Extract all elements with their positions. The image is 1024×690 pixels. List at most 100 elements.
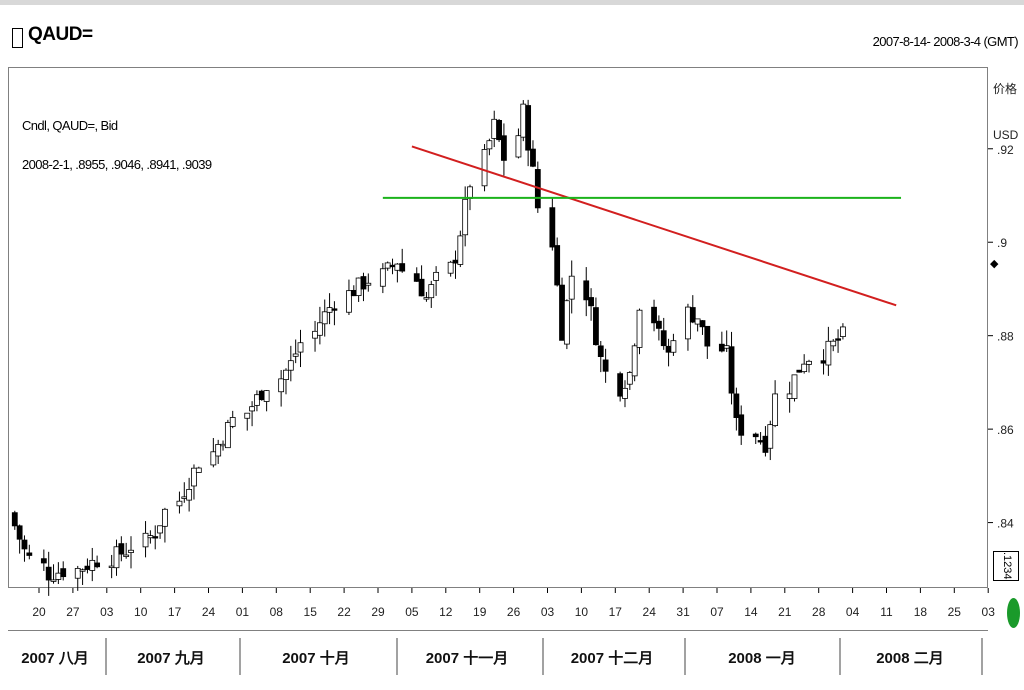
x-tick-label: 10 — [575, 605, 589, 619]
candle-body — [767, 424, 774, 449]
candle-body — [622, 387, 628, 399]
candle-body — [496, 119, 502, 141]
candle-body — [660, 330, 667, 347]
candle-body — [215, 444, 222, 457]
candle-body — [597, 345, 604, 358]
candle-body — [389, 264, 396, 268]
candle-body — [830, 340, 837, 347]
currency-label: USD — [993, 128, 1019, 142]
candle-body — [457, 235, 464, 265]
candle-body — [316, 322, 323, 336]
candle-body — [258, 390, 265, 401]
x-tick-label: 28 — [812, 605, 826, 619]
candle-body — [360, 276, 367, 290]
x-tick-label: 03 — [541, 605, 555, 619]
candle-body — [563, 300, 570, 345]
candle-body — [16, 525, 23, 540]
candle-body — [626, 372, 633, 385]
candle-body — [195, 467, 202, 473]
x-tick-label: 04 — [846, 605, 860, 619]
candle-body — [462, 198, 469, 236]
candle-body — [491, 118, 498, 139]
candle-body — [331, 308, 338, 311]
candle-body — [365, 282, 372, 286]
candle-body — [224, 422, 231, 449]
series-legend: Cndl, QAUD=, Bid — [22, 118, 118, 133]
candle-body — [636, 309, 643, 348]
candle-body — [447, 261, 454, 274]
last-candle-values: 2008-2-1, .8955, .9046, .8941, .9039 — [22, 157, 212, 172]
price-axis-title: 价格 — [993, 82, 1018, 96]
candle-body — [554, 245, 561, 286]
candle-body — [685, 306, 691, 340]
last-price-tag: .1234 — [993, 551, 1019, 581]
candle-body — [21, 539, 28, 550]
candle-body — [525, 105, 532, 151]
plot-area[interactable] — [8, 67, 988, 588]
candle-body — [515, 135, 522, 158]
candle-body — [568, 275, 575, 300]
month-axis — [8, 630, 988, 686]
x-tick-label: 20 — [32, 605, 46, 619]
candle-body — [254, 394, 260, 406]
candle-body — [55, 572, 62, 580]
month-label: 2007 九月 — [137, 649, 205, 667]
candle-body — [631, 345, 638, 377]
candle-body — [704, 325, 711, 347]
candle-body — [312, 330, 318, 339]
candle-body — [142, 532, 149, 548]
candle-body — [718, 343, 725, 352]
candle-body — [670, 340, 677, 353]
candle-body — [297, 342, 304, 353]
candle-body — [11, 512, 18, 527]
candle-body — [549, 207, 556, 248]
candle-body — [287, 360, 294, 371]
candle-body — [176, 500, 183, 507]
candle-body — [481, 149, 488, 187]
month-label: 2008 一月 — [728, 650, 796, 667]
candle-body — [694, 318, 701, 325]
candles — [11, 99, 846, 596]
candle-body — [108, 565, 115, 568]
x-tick-label: 24 — [202, 605, 216, 619]
x-tick-label: 21 — [778, 605, 792, 619]
candle-body — [772, 393, 779, 427]
x-tick-label: 17 — [609, 605, 623, 619]
month-label: 2007 十一月 — [426, 649, 509, 667]
x-tick-label: 31 — [676, 605, 690, 619]
candle-body — [147, 535, 154, 539]
y-tick-label: .84 — [997, 517, 1014, 531]
candle-body — [394, 263, 401, 271]
x-tick-label: 24 — [643, 605, 657, 619]
candle-body — [452, 259, 459, 264]
candle-body — [355, 277, 362, 296]
x-tick-label: 19 — [473, 605, 487, 619]
candle-body — [321, 311, 328, 325]
candle-body — [617, 373, 624, 397]
candle-body — [128, 549, 134, 553]
candle-body — [588, 297, 594, 307]
candle-body — [191, 467, 197, 487]
x-tick-label: 12 — [439, 605, 453, 619]
status-indicator-icon[interactable] — [1007, 598, 1020, 628]
candle-body — [530, 148, 536, 167]
candle-body — [806, 360, 812, 365]
candle-body — [791, 374, 798, 399]
candle-body — [728, 346, 735, 394]
x-tick-label: 15 — [304, 605, 318, 619]
candle-body — [467, 186, 473, 199]
candle-body — [249, 406, 255, 412]
candle-body — [346, 290, 352, 313]
current-price-marker-icon: ◆ — [990, 258, 999, 270]
candle-body — [559, 284, 565, 341]
candle-body — [840, 326, 846, 337]
x-tick-label: 11 — [880, 605, 893, 619]
candle-body — [244, 412, 251, 419]
x-tick-label: 03 — [100, 605, 114, 619]
candle-body — [220, 443, 226, 447]
candle-body — [752, 433, 759, 438]
candle-body — [423, 297, 430, 300]
x-tick-label: 25 — [948, 605, 962, 619]
candle-body — [801, 363, 808, 373]
